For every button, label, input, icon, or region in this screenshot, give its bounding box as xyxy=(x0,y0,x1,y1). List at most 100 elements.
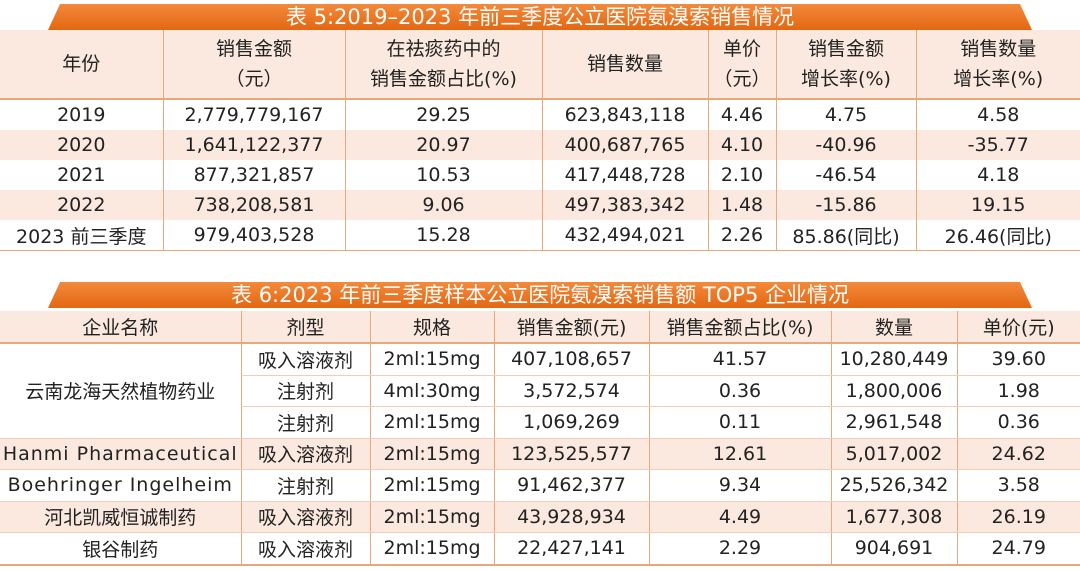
header-sales-volume: 销售数量 xyxy=(541,30,708,99)
cell: 41.57 xyxy=(648,343,831,376)
cell: 12.61 xyxy=(648,438,831,470)
cell: 吸入溶液剂 xyxy=(240,438,370,470)
cell: 1,069,269 xyxy=(493,406,649,439)
table6-row: 注射剂 2ml:15mg 1,069,269 0.11 2,961,548 0.… xyxy=(0,406,1080,439)
cell: 2020 xyxy=(0,130,163,160)
cell: 4.18 xyxy=(915,160,1080,190)
cell: 2ml:15mg xyxy=(369,438,494,470)
header-unit-price: 单价(元) xyxy=(956,311,1080,343)
header-unit-price: 单价 （元） xyxy=(707,30,776,99)
cell: 979,403,528 xyxy=(162,220,345,251)
company-name: 云南龙海天然植物药业 xyxy=(0,343,241,439)
header-company: 企业名称 xyxy=(0,311,241,343)
table6-row: 注射剂 4ml:30mg 3,572,574 0.36 1,800,006 1.… xyxy=(0,375,1080,407)
cell: 2.10 xyxy=(707,160,776,190)
cell: 15.28 xyxy=(344,220,542,251)
cell: 85.86(同比) xyxy=(775,220,916,251)
cell: 9.34 xyxy=(648,469,831,502)
table6-row: 银谷制药 吸入溶液剂 2ml:15mg 22,427,141 2.29 904,… xyxy=(0,532,1080,566)
cell: 432,494,021 xyxy=(541,220,708,251)
cell: 1,641,122,377 xyxy=(162,130,345,160)
table5-row: 2022 738,208,581 9.06 497,383,342 1.48 -… xyxy=(0,190,1080,220)
cell: 9.06 xyxy=(344,190,542,220)
company-name: 河北凯威恒诚制药 xyxy=(0,501,241,533)
cell: 注射剂 xyxy=(240,375,370,407)
header-sales-amount: 销售金额 （元） xyxy=(162,30,345,99)
header-volume-growth: 销售数量 增长率(%) xyxy=(915,30,1080,99)
cell: 0.36 xyxy=(956,406,1080,439)
cell: 904,691 xyxy=(830,532,957,566)
cell: 2022 xyxy=(0,190,163,220)
table6-title: 表 6:2023 年前三季度样本公立医院氨溴索销售额 TOP5 企业情况 xyxy=(48,282,1032,308)
cell: 20.97 xyxy=(344,130,542,160)
cell: 10,280,449 xyxy=(830,343,957,376)
cell: 43,928,934 xyxy=(493,501,649,533)
table5-row: 2021 877,321,857 10.53 417,448,728 2.10 … xyxy=(0,160,1080,190)
cell: 4.46 xyxy=(707,99,776,130)
cell: 2.29 xyxy=(648,532,831,566)
cell: 4ml:30mg xyxy=(369,375,494,407)
header-share: 销售金额占比(%) xyxy=(648,311,831,343)
table6-row: 云南龙海天然植物药业 吸入溶液剂 2ml:15mg 407,108,657 41… xyxy=(0,343,1080,439)
cell: 1.48 xyxy=(707,190,776,220)
header-sales-amount: 销售金额(元) xyxy=(493,311,649,343)
company-name: Hanmi Pharmaceutical xyxy=(0,438,241,470)
cell: 3,572,574 xyxy=(493,375,649,407)
header-share: 在祛痰药中的 销售金额占比(%) xyxy=(344,30,542,99)
cell: 877,321,857 xyxy=(162,160,345,190)
cell: 0.36 xyxy=(648,375,831,407)
cell: 24.79 xyxy=(956,532,1080,566)
company-name: 银谷制药 xyxy=(0,532,241,566)
cell: 26.46(同比) xyxy=(915,220,1080,251)
cell: 2023 前三季度 xyxy=(0,220,163,251)
cell: 2019 xyxy=(0,99,163,130)
cell: 3.58 xyxy=(956,469,1080,502)
table6-header-row: 企业名称 剂型 规格 销售金额(元) 销售金额占比(%) 数量 单价(元) xyxy=(0,311,1080,343)
cell: 注射剂 xyxy=(240,406,370,439)
table5-title: 表 5:2019–2023 年前三季度公立医院氨溴索销售情况 xyxy=(48,4,1032,30)
cell: 1.98 xyxy=(956,375,1080,407)
cell: 2ml:15mg xyxy=(369,343,494,376)
cell: 2,779,779,167 xyxy=(162,99,345,130)
table5-header-row: 年份 销售金额 （元） 在祛痰药中的 销售金额占比(%) 销售数量 单价 （元） 销售… xyxy=(0,30,1080,99)
cell: 91,462,377 xyxy=(493,469,649,502)
cell: 2ml:15mg xyxy=(369,501,494,533)
cell: 2021 xyxy=(0,160,163,190)
cell: 400,687,765 xyxy=(541,130,708,160)
table5-row: 2019 2,779,779,167 29.25 623,843,118 4.4… xyxy=(0,99,1080,130)
header-year: 年份 xyxy=(0,30,163,99)
cell: 吸入溶液剂 xyxy=(240,532,370,566)
cell: 123,525,577 xyxy=(493,438,649,470)
cell: 2ml:15mg xyxy=(369,469,494,502)
table5: 年份 销售金额 （元） 在祛痰药中的 销售金额占比(%) 销售数量 单价 （元） 销售… xyxy=(0,30,1080,251)
header-quantity: 数量 xyxy=(830,311,957,343)
header-amount-growth: 销售金额 增长率(%) xyxy=(775,30,916,99)
table5-row: 2020 1,641,122,377 20.97 400,687,765 4.1… xyxy=(0,130,1080,160)
table6-row: 河北凯威恒诚制药 吸入溶液剂 2ml:15mg 43,928,934 4.49 … xyxy=(0,501,1080,533)
cell: 4.10 xyxy=(707,130,776,160)
header-spec: 规格 xyxy=(369,311,494,343)
cell: 4.58 xyxy=(915,99,1080,130)
cell: 2.26 xyxy=(707,220,776,251)
cell: -46.54 xyxy=(775,160,916,190)
cell: 2ml:15mg xyxy=(369,406,494,439)
cell: -40.96 xyxy=(775,130,916,160)
cell: 2ml:15mg xyxy=(369,532,494,566)
cell: 39.60 xyxy=(956,343,1080,376)
cell: -35.77 xyxy=(915,130,1080,160)
cell: 1,800,006 xyxy=(830,375,957,407)
cell: 2,961,548 xyxy=(830,406,957,439)
table5-row: 2023 前三季度 979,403,528 15.28 432,494,021 … xyxy=(0,220,1080,251)
cell: 26.19 xyxy=(956,501,1080,533)
cell: -15.86 xyxy=(775,190,916,220)
cell: 738,208,581 xyxy=(162,190,345,220)
table6-row: Boehringer Ingelheim 注射剂 2ml:15mg 91,462… xyxy=(0,469,1080,502)
table6-row: Hanmi Pharmaceutical 吸入溶液剂 2ml:15mg 123,… xyxy=(0,438,1080,470)
header-dosage-form: 剂型 xyxy=(240,311,370,343)
cell: 0.11 xyxy=(648,406,831,439)
cell: 22,427,141 xyxy=(493,532,649,566)
cell: 25,526,342 xyxy=(830,469,957,502)
cell: 4.49 xyxy=(648,501,831,533)
cell: 吸入溶液剂 xyxy=(240,501,370,533)
cell: 623,843,118 xyxy=(541,99,708,130)
